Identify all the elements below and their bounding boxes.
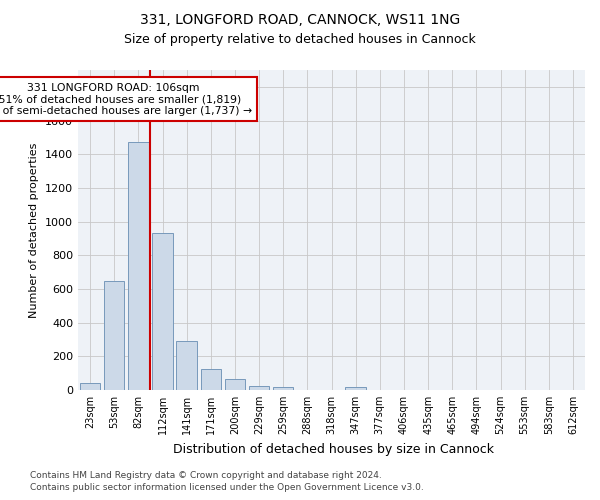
Bar bbox=[128, 142, 149, 390]
Bar bbox=[152, 232, 173, 390]
Text: 331 LONGFORD ROAD: 106sqm
← 51% of detached houses are smaller (1,819)
48% of se: 331 LONGFORD ROAD: 106sqm ← 51% of detac… bbox=[0, 83, 252, 116]
Bar bbox=[104, 280, 124, 390]
Text: Contains public sector information licensed under the Open Government Licence v3: Contains public sector information licen… bbox=[30, 482, 424, 492]
Bar bbox=[273, 388, 293, 390]
Bar bbox=[176, 341, 197, 390]
Y-axis label: Number of detached properties: Number of detached properties bbox=[29, 142, 40, 318]
Bar bbox=[346, 388, 366, 390]
Text: Size of property relative to detached houses in Cannock: Size of property relative to detached ho… bbox=[124, 32, 476, 46]
Bar bbox=[80, 384, 100, 390]
Bar bbox=[200, 369, 221, 390]
Text: 331, LONGFORD ROAD, CANNOCK, WS11 1NG: 331, LONGFORD ROAD, CANNOCK, WS11 1NG bbox=[140, 12, 460, 26]
Bar bbox=[224, 379, 245, 390]
Bar bbox=[249, 386, 269, 390]
Text: Contains HM Land Registry data © Crown copyright and database right 2024.: Contains HM Land Registry data © Crown c… bbox=[30, 471, 382, 480]
Text: Distribution of detached houses by size in Cannock: Distribution of detached houses by size … bbox=[173, 442, 494, 456]
